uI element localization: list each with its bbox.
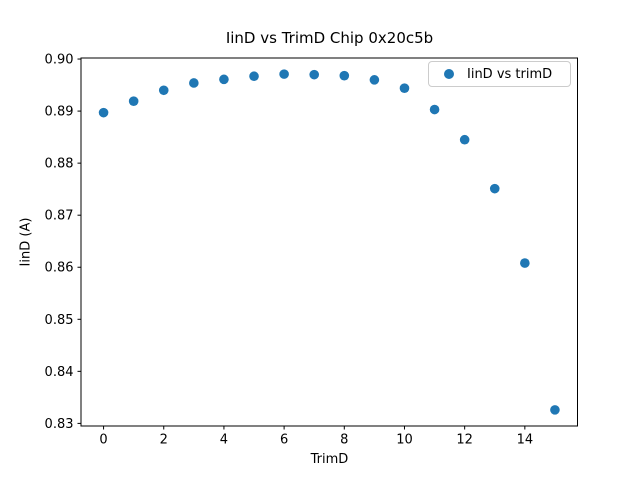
scatter-point	[249, 71, 259, 82]
scatter-point	[98, 107, 109, 118]
legend-marker-icon	[444, 69, 454, 79]
scatter-point	[189, 78, 199, 88]
scatter-point	[128, 96, 139, 107]
y-tick-label: 0.89	[45, 105, 74, 120]
scatter-point	[399, 83, 410, 93]
scatter-point	[369, 75, 380, 85]
y-tick-label: 0.84	[45, 365, 74, 380]
y-tick-label: 0.90	[45, 53, 74, 68]
scatter-point	[520, 258, 530, 268]
x-tick-label: 0	[99, 433, 107, 448]
y-tick-label: 0.88	[45, 157, 74, 172]
scatter-point	[550, 405, 560, 415]
y-tick-label: 0.86	[45, 261, 74, 276]
x-tick-label: 10	[396, 433, 413, 448]
axes-spines	[80, 57, 578, 427]
x-tick-label: 2	[160, 433, 168, 448]
y-tick-label: 0.83	[45, 417, 74, 432]
chart-title: IinD vs TrimD Chip 0x20c5b	[225, 29, 434, 47]
x-axis-label: TrimD	[310, 452, 349, 467]
scatter-point	[158, 85, 169, 96]
scatter-point	[339, 70, 350, 81]
y-tick-label: 0.85	[45, 313, 74, 328]
scatter-point	[279, 69, 289, 79]
scatter-point	[309, 69, 320, 80]
scatter-point	[459, 134, 470, 145]
x-tick-label: 14	[517, 433, 534, 448]
x-tick-label: 4	[220, 433, 228, 448]
legend-label: IinD vs trimD	[467, 66, 553, 82]
y-tick-label: 0.87	[45, 209, 74, 224]
scatter-point	[219, 74, 229, 85]
scatter-point	[429, 104, 440, 115]
x-tick-label: 12	[456, 433, 473, 448]
scatter-point	[489, 183, 500, 194]
x-tick-label: 8	[340, 433, 348, 448]
legend: IinD vs trimD	[428, 61, 571, 87]
x-tick-label: 6	[280, 433, 288, 448]
